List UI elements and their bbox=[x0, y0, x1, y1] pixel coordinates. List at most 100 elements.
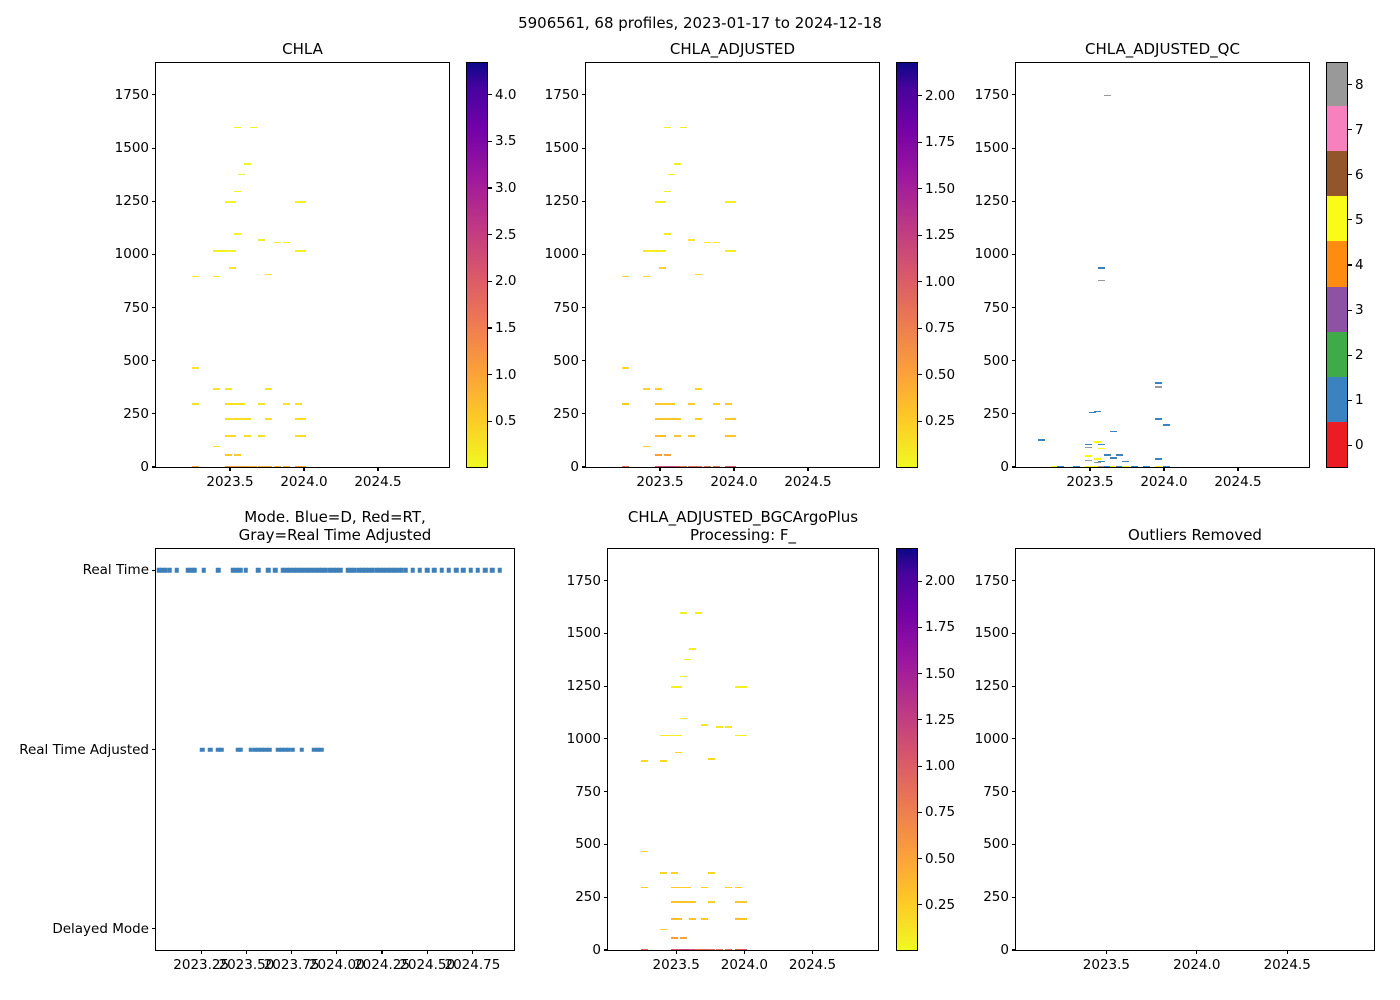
x-tick-mark bbox=[659, 467, 661, 471]
panel-chla-adjusted-qc-axes[interactable]: 0 250 500 750 1000 1250 1500 1750 2023.5 2024.0 20… bbox=[975, 62, 1310, 490]
y-tick-mark bbox=[582, 306, 586, 309]
colorbar-level-1 bbox=[1327, 376, 1347, 422]
profile-cell bbox=[735, 918, 743, 920]
profile-cell bbox=[229, 435, 237, 437]
profile-cell bbox=[229, 267, 237, 269]
y-tick-label: 1500 bbox=[114, 140, 149, 157]
profile-cell bbox=[739, 901, 747, 904]
profile-cell bbox=[716, 726, 724, 728]
mode-point-real-time bbox=[230, 568, 236, 573]
profile-cell bbox=[233, 418, 241, 420]
y-tick-mark bbox=[604, 791, 608, 793]
mode-point-real-time bbox=[320, 568, 325, 573]
profile-cell bbox=[671, 734, 679, 737]
profile-cell bbox=[729, 201, 736, 203]
mode-point-real-time-adjusted bbox=[263, 747, 268, 752]
profile-cell bbox=[244, 435, 252, 437]
panel-mode-axes[interactable]: Delayed Mode Real Time Adjusted Real Time 2… bbox=[19, 548, 515, 973]
mode-point-real-time bbox=[349, 568, 354, 573]
profile-cell bbox=[689, 901, 697, 904]
profile-cell bbox=[675, 901, 683, 904]
profile-cell bbox=[679, 675, 687, 678]
profile-cell bbox=[694, 465, 702, 467]
colorbar-bgcargoplus-gradient bbox=[897, 549, 917, 950]
profile-cell bbox=[655, 201, 662, 203]
y-tick-label: 1250 bbox=[566, 678, 601, 695]
profile-cell bbox=[229, 403, 237, 405]
profile-cell bbox=[735, 948, 743, 950]
profile-cell bbox=[299, 465, 306, 467]
x-tick-label: 2023.25 bbox=[173, 957, 230, 973]
y-tick-mark bbox=[604, 843, 608, 846]
mode-point-real-time bbox=[345, 568, 350, 573]
qc-cell bbox=[1116, 454, 1124, 456]
profile-cell bbox=[716, 948, 724, 950]
colorbar-tick-mark bbox=[918, 327, 922, 329]
y-tick-mark bbox=[152, 253, 156, 255]
profile-cell bbox=[225, 403, 232, 405]
profile-cell bbox=[257, 239, 265, 242]
profile-cell bbox=[671, 937, 679, 939]
y-tick-label: 1000 bbox=[974, 730, 1009, 747]
y-tick-label: 1500 bbox=[974, 140, 1009, 157]
panel-chla-axes[interactable]: 0 250 500 750 1000 1250 1500 1750 2023.5 2024.0 20… bbox=[115, 62, 450, 490]
qc-cell bbox=[1098, 465, 1106, 467]
colorbar-tick-label: 3.0 bbox=[495, 180, 517, 196]
profile-cell bbox=[674, 465, 682, 467]
colorbar-chla-adjusted[interactable]: 0.25 0.50 0.75 1.00 1.25 1.50 1.75 2.00 bbox=[896, 62, 955, 468]
profile-cell bbox=[225, 454, 232, 456]
profile-cell bbox=[694, 388, 702, 390]
qc-cell bbox=[1154, 458, 1162, 461]
profile-cell bbox=[679, 948, 687, 950]
colorbar-tick-label: 1.25 bbox=[925, 711, 956, 728]
profile-cell bbox=[238, 418, 246, 420]
profile-cell bbox=[659, 418, 667, 420]
profile-cell bbox=[233, 465, 241, 467]
profile-cell bbox=[225, 418, 232, 420]
x-tick-label: 2023.5 bbox=[1082, 957, 1131, 973]
panel-chla-adjusted-qc: CHLA_ADJUSTED_QC 0 250 500 750 1000 1250 1500 1… bbox=[975, 40, 1310, 490]
colorbar-tick-mark bbox=[918, 281, 922, 283]
profile-cell bbox=[225, 435, 232, 437]
y-tick-label: 750 bbox=[123, 299, 149, 316]
colorbar-bgcargoplus[interactable]: 0.25 0.50 0.75 1.00 1.25 1.50 1.75 2.00 bbox=[896, 548, 955, 951]
y-tick-mark bbox=[582, 413, 586, 415]
x-tick-label: 2023.5 bbox=[652, 957, 700, 973]
colorbar-tick-label: 1.75 bbox=[925, 619, 956, 636]
profile-cell bbox=[703, 465, 711, 467]
x-tick-mark bbox=[291, 950, 293, 954]
profile-cell bbox=[294, 418, 302, 420]
colorbar-tick-mark bbox=[488, 94, 492, 96]
y-tick-mark bbox=[1012, 306, 1016, 309]
x-tick-label: 2024.5 bbox=[788, 957, 837, 973]
y-tick-mark bbox=[1012, 632, 1016, 634]
colorbar-tick-label: 1.0 bbox=[495, 366, 517, 383]
y-tick-label: 1000 bbox=[114, 246, 149, 263]
mode-point-real-time-adjusted bbox=[207, 747, 213, 752]
colorbar-chla[interactable]: 0.5 1.0 1.5 2.0 2.5 3.0 3.5 4.0 bbox=[466, 62, 516, 468]
x-tick-mark bbox=[426, 950, 428, 954]
colorbar-tick-label: 1.5 bbox=[495, 320, 517, 336]
panel-chla-adjusted-bgcargoplus: CHLA_ADJUSTED_BGCArgoPlus Processing: F_… bbox=[567, 508, 879, 973]
x-tick-mark bbox=[1286, 950, 1288, 954]
profile-cell bbox=[724, 948, 732, 950]
panel-chla-adjusted-bgcargoplus-axes[interactable]: 0 250 500 750 1000 1250 1500 1750 2023.5 2024.0 20… bbox=[567, 548, 879, 973]
mode-point-real-time bbox=[439, 568, 444, 573]
x-tick-mark bbox=[733, 467, 735, 471]
mode-point-real-time bbox=[243, 568, 248, 573]
panel-outliers-removed-axes[interactable]: 0 250 500 750 1000 1250 1500 1750 2023.5 2024.0 20… bbox=[975, 548, 1375, 973]
x-tick-label: 2024.25 bbox=[354, 957, 410, 973]
panel-chla-adjusted-axes[interactable]: 0 250 500 750 1000 1250 1500 1750 2023.5 2024.0 20… bbox=[545, 62, 880, 490]
data-layer bbox=[608, 549, 878, 950]
profile-cell bbox=[735, 734, 743, 737]
qc-cell bbox=[1089, 411, 1097, 414]
mode-point-real-time bbox=[291, 568, 296, 573]
profile-cell bbox=[213, 275, 221, 278]
profile-cell bbox=[675, 686, 683, 688]
x-tick-mark bbox=[381, 950, 383, 954]
colorbar-qc-flags[interactable]: 0 1 2 3 4 5 6 7 8 bbox=[1326, 62, 1364, 468]
profile-cell bbox=[282, 241, 290, 244]
profile-cell bbox=[675, 751, 683, 754]
qc-cell bbox=[1154, 418, 1162, 420]
profile-cell bbox=[244, 162, 252, 165]
